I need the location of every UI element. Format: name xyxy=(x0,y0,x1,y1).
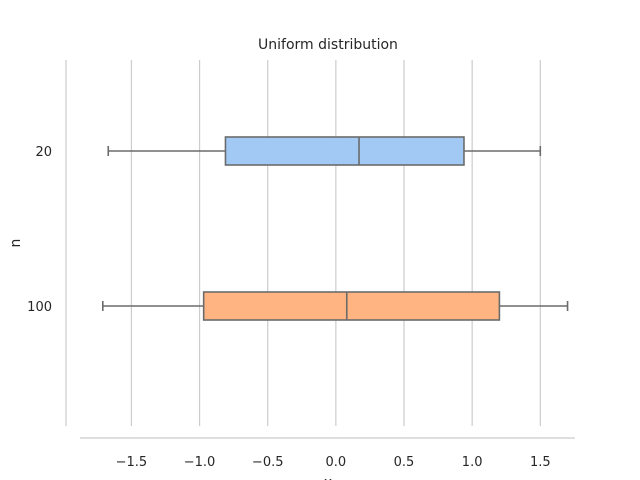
x-tick-label: −0.5 xyxy=(252,455,284,470)
grid-lines xyxy=(130,60,541,426)
box-series xyxy=(101,136,569,321)
y-tick-label: 100 xyxy=(27,300,52,315)
x-tick-label: −1.0 xyxy=(184,455,216,470)
x-tick-label: 0.0 xyxy=(326,455,347,470)
x-tick-label: −1.5 xyxy=(116,455,148,470)
iqr-box xyxy=(224,136,465,166)
x-tick-label: 1.5 xyxy=(530,455,551,470)
x-tick-label: 1.0 xyxy=(462,455,483,470)
box-plot-20 xyxy=(107,136,542,166)
x-tick-label: 0.5 xyxy=(394,455,415,470)
x-axis-label: x xyxy=(324,475,332,480)
y-axis-label: n xyxy=(8,239,24,248)
x-tick-labels: −1.5 −1.0 −0.5 0.0 0.5 1.0 1.5 xyxy=(116,455,551,470)
y-tick-labels: 20 100 xyxy=(27,145,52,315)
iqr-box xyxy=(202,291,501,321)
chart-title: Uniform distribution xyxy=(258,37,398,53)
y-tick-label: 20 xyxy=(35,145,52,160)
box-plot-100 xyxy=(101,291,569,321)
